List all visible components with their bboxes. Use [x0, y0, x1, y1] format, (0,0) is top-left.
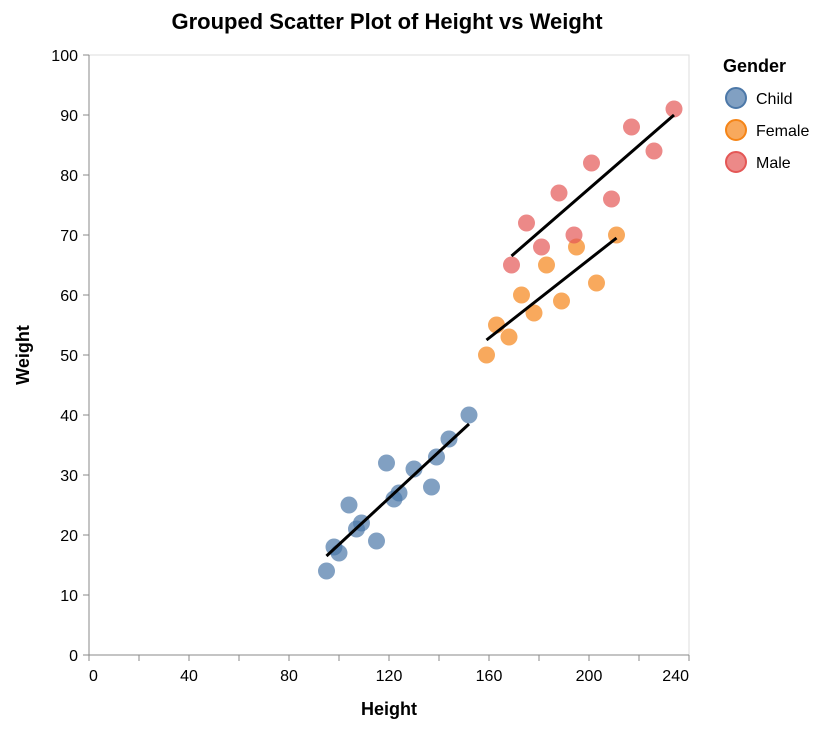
data-point	[525, 304, 543, 322]
data-point	[513, 286, 530, 304]
data-point	[423, 478, 440, 496]
x-tick-label: 160	[476, 668, 503, 685]
y-tick-label: 30	[60, 468, 78, 485]
data-point	[623, 118, 640, 136]
legend-label: Child	[756, 91, 792, 108]
data-point	[533, 238, 550, 256]
legend-label: Female	[756, 123, 809, 140]
data-point	[503, 256, 520, 274]
y-tick-label: 60	[60, 288, 78, 305]
data-point	[588, 274, 605, 292]
y-tick-label: 40	[60, 408, 78, 425]
series-child	[318, 406, 478, 580]
data-point	[428, 448, 445, 466]
data-point	[608, 226, 625, 244]
data-point	[340, 496, 358, 514]
y-tick-label: 90	[60, 108, 78, 125]
legend-symbol	[725, 151, 747, 173]
plot-area: 0 10 20 30 40 50 60 70 80 90 100 0 40 80 120 160 200 240	[51, 48, 690, 685]
data-point	[440, 430, 458, 448]
data-point	[665, 100, 683, 118]
data-point	[478, 346, 495, 364]
x-tick-label: 240	[662, 668, 689, 685]
x-tick-label: 0	[89, 668, 98, 685]
y-tick-label: 20	[60, 528, 78, 545]
x-tick-label: 80	[280, 668, 298, 685]
legend-symbol	[725, 87, 747, 109]
series-male	[503, 100, 683, 274]
trend-line-female	[485, 236, 618, 342]
data-point	[378, 454, 395, 472]
data-point	[330, 544, 348, 562]
trend-line-male	[510, 113, 675, 258]
y-axis-title: Weight	[13, 325, 33, 385]
data-point	[538, 256, 555, 274]
legend-title: Gender	[723, 56, 786, 76]
data-point	[368, 532, 385, 550]
x-tick-label: 200	[576, 668, 603, 685]
data-point	[518, 214, 535, 232]
chart-title: Grouped Scatter Plot of Height vs Weight	[171, 9, 603, 34]
x-axis-title: Height	[361, 699, 417, 719]
y-tick-label: 10	[60, 588, 78, 605]
trend-line-child	[325, 422, 471, 558]
plot-frame	[88, 54, 690, 656]
data-point	[390, 484, 408, 502]
data-point	[318, 562, 335, 580]
x-tick-label: 120	[376, 668, 403, 685]
data-point	[500, 328, 518, 346]
data-point	[405, 460, 423, 478]
x-tick-label: 40	[180, 668, 198, 685]
data-point	[553, 292, 570, 310]
y-tick-label: 100	[51, 48, 78, 65]
data-point	[565, 226, 583, 244]
data-point	[550, 184, 568, 202]
data-point	[460, 406, 478, 424]
legend-symbol	[725, 119, 747, 141]
y-tick-label: 0	[69, 648, 78, 665]
legend: Gender Child Female Male	[723, 56, 809, 173]
y-tick-label: 70	[60, 228, 78, 245]
legend-label: Male	[756, 155, 791, 172]
y-tick-label: 80	[60, 168, 78, 185]
data-point	[583, 154, 600, 172]
data-point	[645, 142, 663, 160]
data-point	[603, 190, 620, 208]
y-tick-label: 50	[60, 348, 78, 365]
